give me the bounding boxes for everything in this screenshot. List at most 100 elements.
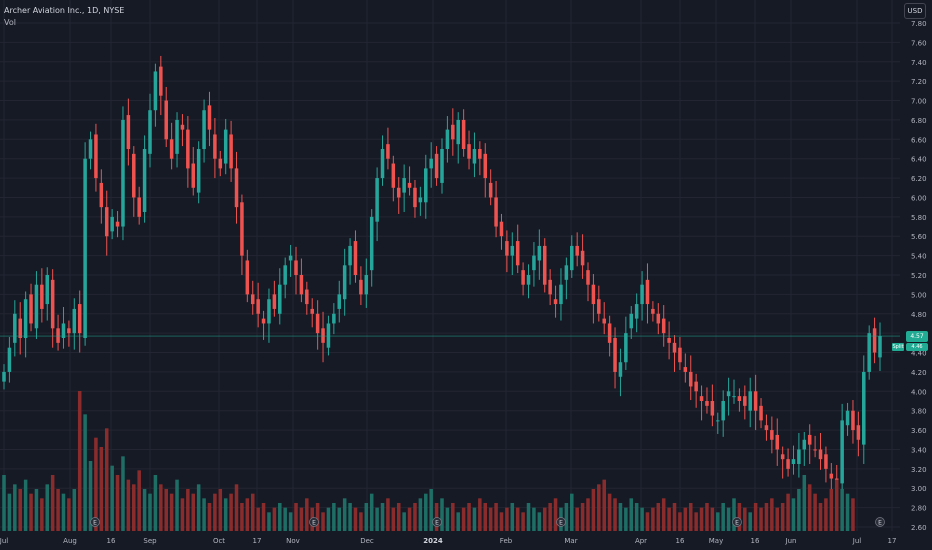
candle-body xyxy=(67,328,71,334)
candle-body xyxy=(824,454,828,469)
volume-bar xyxy=(261,503,266,531)
candle-body xyxy=(580,250,585,266)
volume-bar xyxy=(342,498,347,531)
candle-body xyxy=(510,245,515,256)
volume-bar xyxy=(67,498,71,531)
candle-body xyxy=(229,134,233,169)
volume-bar xyxy=(532,507,536,531)
candle-body xyxy=(29,294,33,324)
earnings-marker xyxy=(556,517,566,527)
candle-body xyxy=(261,318,266,324)
candle-body xyxy=(164,100,168,140)
candle-body xyxy=(515,241,520,266)
candle-body xyxy=(678,347,682,363)
time-tick-label: 16 xyxy=(676,537,685,545)
candle-body xyxy=(851,410,855,431)
volume-bar xyxy=(813,493,817,531)
candle-body xyxy=(77,304,82,334)
volume-bar xyxy=(678,512,682,531)
candle-body xyxy=(132,153,136,198)
volume-bar xyxy=(50,475,55,531)
volume-bar xyxy=(726,507,731,531)
volume-bar xyxy=(386,498,390,531)
symbol-title[interactable]: Archer Aviation Inc., 1D, NYSE xyxy=(4,6,125,15)
candle-body xyxy=(775,434,780,450)
volume-bar xyxy=(229,493,233,531)
candle-body xyxy=(867,333,871,372)
candle-body xyxy=(829,473,834,479)
volume-bar xyxy=(299,507,304,531)
candle-body xyxy=(532,255,536,271)
volume-bar xyxy=(99,447,104,531)
candle-body xyxy=(764,425,769,431)
volume-bar xyxy=(424,493,428,531)
volume-bar xyxy=(288,512,293,531)
volume-bar xyxy=(688,503,693,531)
time-tick-label: Jul xyxy=(852,537,862,545)
volume-bar xyxy=(305,498,309,531)
time-tick-label: 17 xyxy=(888,537,897,545)
candle-body xyxy=(759,405,763,421)
candle-body xyxy=(559,284,563,305)
candle-body xyxy=(104,207,109,237)
candle-body xyxy=(856,425,861,440)
candle-body xyxy=(770,430,774,440)
earnings-marker xyxy=(90,517,100,527)
volume-bar xyxy=(705,503,709,531)
volume-bar xyxy=(240,503,244,531)
candle-body xyxy=(813,449,817,451)
candle-body xyxy=(791,459,796,464)
candle-body xyxy=(326,323,331,348)
volume-bar xyxy=(45,484,50,531)
volume-bar xyxy=(353,507,358,531)
candle-body xyxy=(56,328,60,343)
candle-body xyxy=(407,182,412,188)
candle-body xyxy=(72,308,77,334)
volume-bar xyxy=(326,507,331,531)
candle-body xyxy=(472,149,477,164)
price-tick-label: 6.80 xyxy=(911,117,927,125)
volume-bar xyxy=(332,503,336,531)
time-tick-label: 2024 xyxy=(423,537,443,545)
candle-body xyxy=(488,182,493,198)
candle-body xyxy=(672,342,677,353)
volume-bar xyxy=(196,484,201,531)
time-tick-label: Aug xyxy=(63,537,77,545)
candle-body xyxy=(207,105,212,130)
candle-body xyxy=(348,245,352,266)
candle-body xyxy=(845,410,850,426)
candle-body xyxy=(99,182,104,208)
candle-body xyxy=(629,313,634,329)
candle-body xyxy=(624,333,628,363)
candle-body xyxy=(283,265,287,285)
candle-body xyxy=(288,255,293,261)
candle-body xyxy=(694,381,698,392)
volume-label[interactable]: Vol xyxy=(4,18,16,27)
candle-body xyxy=(651,308,655,314)
price-tick-label: 3.40 xyxy=(911,446,927,454)
time-tick-label: Oct xyxy=(213,537,225,545)
time-tick-label: May xyxy=(709,537,723,545)
candle-body xyxy=(137,197,141,217)
candle-body xyxy=(159,66,163,96)
volume-bar xyxy=(478,498,482,531)
candle-body xyxy=(418,197,423,203)
candle-body xyxy=(88,139,93,159)
volume-bar xyxy=(764,503,769,531)
price-tick-label: 4.40 xyxy=(911,350,927,358)
currency-button[interactable]: USD xyxy=(904,3,926,19)
candle-body xyxy=(797,449,801,464)
candle-body xyxy=(142,149,147,212)
volume-bar xyxy=(694,512,698,531)
price-tick-label: 3.60 xyxy=(911,427,927,435)
volume-bar xyxy=(753,503,758,531)
volume-bar xyxy=(618,503,623,531)
earnings-marker xyxy=(875,517,885,527)
volume-bar xyxy=(407,507,412,531)
volume-bar xyxy=(234,484,239,531)
candle-body xyxy=(699,396,704,401)
earnings-marker-label: E xyxy=(559,520,563,527)
candle-body xyxy=(278,284,282,314)
